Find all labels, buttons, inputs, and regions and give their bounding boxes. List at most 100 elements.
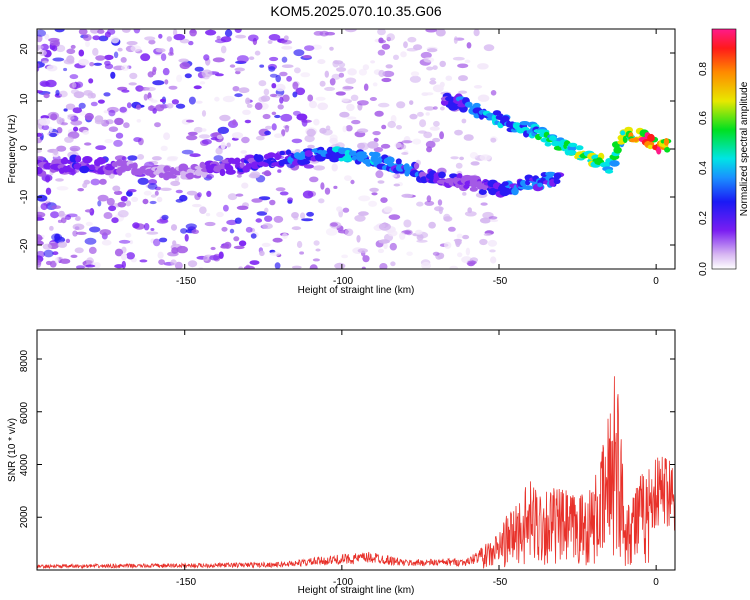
heatmap-cell xyxy=(94,119,105,125)
heatmap-cell xyxy=(73,91,85,99)
heatmap-cell xyxy=(483,44,495,52)
heatmap-cell xyxy=(383,242,388,250)
heatmap-cell xyxy=(201,110,207,117)
heatmap-cell xyxy=(139,259,148,263)
heatmap-cell xyxy=(424,200,435,206)
heatmap-cell xyxy=(192,203,202,208)
heatmap-cell xyxy=(390,261,396,267)
heatmap-cell xyxy=(334,262,346,269)
heatmap-cell xyxy=(472,102,481,108)
heatmap-cell xyxy=(330,222,338,227)
heatmap-cell xyxy=(264,170,271,177)
heatmap-cell xyxy=(170,180,181,187)
heatmap-cell xyxy=(363,83,369,91)
heatmap-cell xyxy=(652,145,658,150)
heatmap-cell xyxy=(219,114,231,122)
heatmap-cell xyxy=(189,29,197,37)
heatmap-cell xyxy=(307,144,315,149)
heatmap-cell xyxy=(37,240,44,246)
heatmap-cell xyxy=(553,172,562,180)
heatmap-cell xyxy=(264,130,271,136)
heatmap-cell xyxy=(56,186,69,191)
heatmap-cell xyxy=(433,106,438,110)
heatmap-cell xyxy=(121,156,127,161)
heatmap-cell xyxy=(167,251,179,257)
heatmap-cell xyxy=(331,163,338,172)
heatmap-cell xyxy=(427,48,438,53)
heatmap-cell xyxy=(55,178,64,182)
heatmap-cell xyxy=(37,45,44,50)
heatmap-cell xyxy=(262,113,271,120)
heatmap-cell xyxy=(82,182,88,189)
heatmap-cell xyxy=(329,137,338,145)
heatmap-cell xyxy=(385,64,393,69)
heatmap-cell xyxy=(144,86,156,92)
heatmap-cell xyxy=(236,205,249,210)
heatmap-cell xyxy=(151,69,157,76)
heatmap-cell xyxy=(248,56,255,60)
heatmap-cell xyxy=(274,133,283,138)
heatmap-cell xyxy=(663,138,670,146)
heatmap-cell xyxy=(483,232,492,237)
heatmap-cell xyxy=(324,86,336,91)
heatmap-cell xyxy=(399,232,406,240)
heatmap-cell xyxy=(84,209,93,213)
heatmap-cell xyxy=(309,176,319,183)
heatmap-cell xyxy=(75,155,82,163)
heatmap-cell xyxy=(380,197,388,204)
heatmap-cell xyxy=(267,152,276,158)
heatmap-cell xyxy=(313,165,325,171)
heatmap-cell xyxy=(454,129,463,136)
heatmap-cell xyxy=(169,174,177,179)
heatmap-cell xyxy=(377,102,390,108)
heatmap-cell xyxy=(224,241,232,249)
heatmap-cell xyxy=(544,142,552,147)
heatmap-cell xyxy=(350,94,359,102)
heatmap-cell xyxy=(70,254,78,258)
heatmap-cell xyxy=(522,185,534,191)
heatmap-cell xyxy=(50,211,60,219)
heatmap-cell xyxy=(424,106,435,111)
heatmap-cell xyxy=(185,223,197,230)
heatmap-cell xyxy=(428,221,436,229)
heatmap-cell xyxy=(254,102,263,110)
heatmap-cell xyxy=(37,132,43,137)
heatmap-cell xyxy=(188,96,196,105)
heatmap-cell xyxy=(241,182,249,189)
heatmap-cell xyxy=(44,33,50,40)
heatmap-cell xyxy=(308,100,318,109)
heatmap-cell xyxy=(37,137,43,144)
heatmap-cell xyxy=(377,248,385,254)
heatmap-cell xyxy=(273,215,284,223)
heatmap-cell xyxy=(88,164,96,171)
heatmap-ylabel: Frequency (Hz) xyxy=(7,115,18,184)
heatmap-cell xyxy=(325,125,331,131)
heatmap-cell xyxy=(135,104,142,110)
heatmap-cell xyxy=(329,46,334,51)
heatmap-cell xyxy=(341,97,350,102)
heatmap-cell xyxy=(383,206,393,213)
heatmap-cell xyxy=(215,147,223,155)
heatmap-cell xyxy=(306,211,314,217)
heatmap-cell xyxy=(54,257,60,264)
heatmap-cell xyxy=(184,234,189,242)
heatmap-cell xyxy=(126,41,138,46)
heatmap-cell xyxy=(178,58,189,63)
heatmap-cell xyxy=(378,69,386,78)
heatmap-cell xyxy=(168,85,178,90)
heatmap-cell xyxy=(120,253,128,261)
heatmap-cell xyxy=(456,233,463,239)
heatmap-cell xyxy=(240,150,247,154)
heatmap-cell xyxy=(453,36,458,44)
heatmap-cell xyxy=(115,132,124,139)
heatmap-cell xyxy=(265,125,272,130)
heatmap-cell xyxy=(317,59,326,65)
snr-ticks xyxy=(37,330,675,570)
snr-ytick-label: 8000 xyxy=(19,349,30,372)
heatmap-cell xyxy=(199,81,206,85)
heatmap-cell xyxy=(104,54,114,61)
heatmap-cell xyxy=(104,63,114,70)
heatmap-cell xyxy=(98,35,109,42)
heatmap-cell xyxy=(126,102,132,109)
heatmap-cell xyxy=(99,178,107,185)
